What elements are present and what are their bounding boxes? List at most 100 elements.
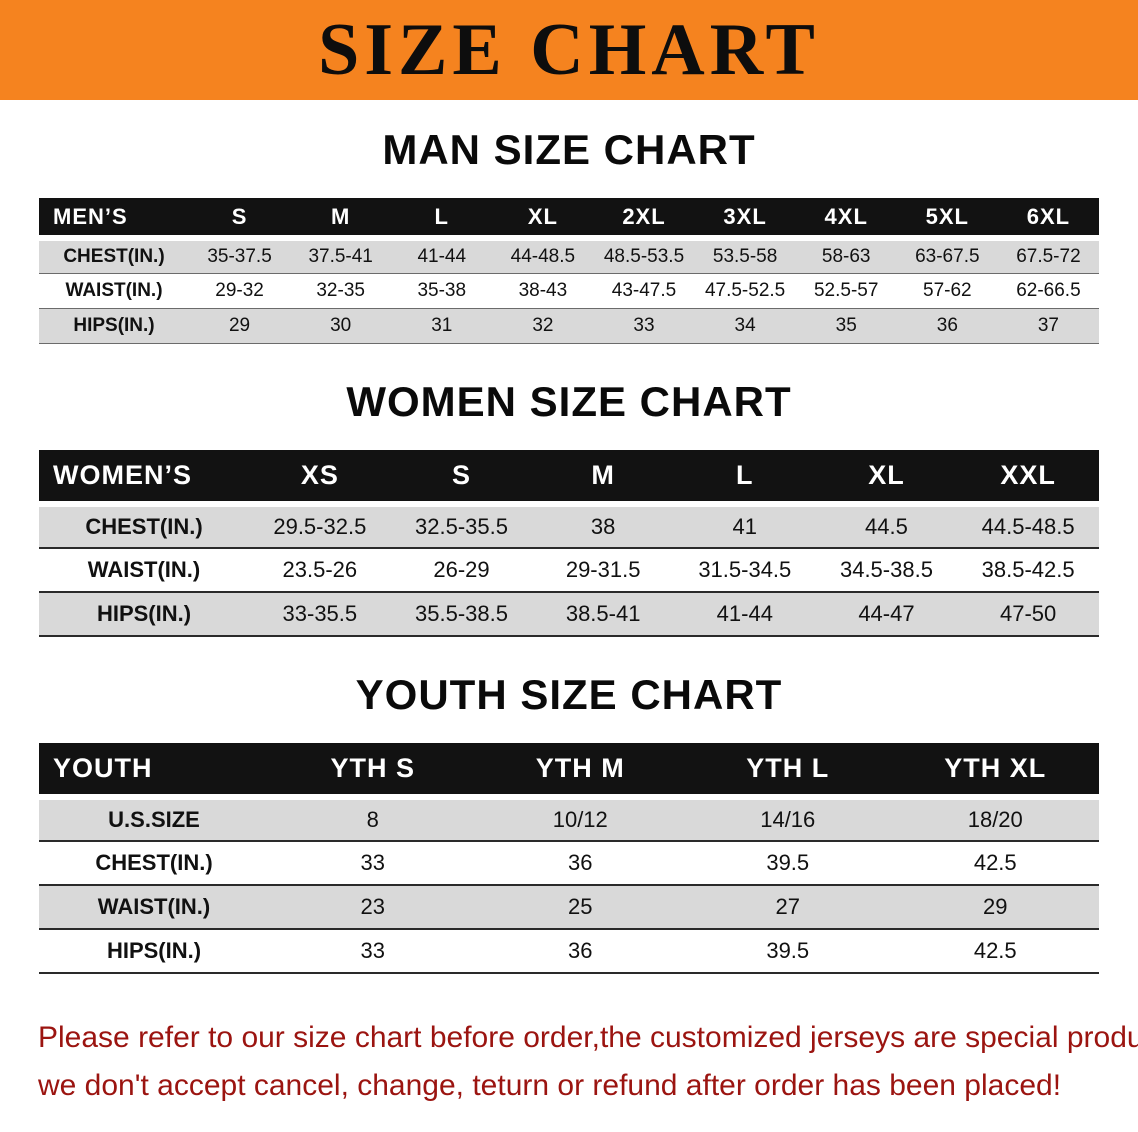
value-cell: 29 bbox=[891, 884, 1099, 930]
row-label-cell: HIPS(IN.) bbox=[39, 308, 189, 344]
size-chart-title: SIZE CHART bbox=[318, 9, 820, 91]
row-label-cell: CHEST(IN.) bbox=[39, 840, 269, 886]
value-cell: 35.5-38.5 bbox=[390, 591, 533, 637]
youth-table-header-row: YOUTH YTH S YTH M YTH L YTH XL bbox=[39, 742, 1099, 800]
men-size-table: MEN’S S M L XL 2XL 3XL 4XL 5XL 6XL CHEST(IN.) 35-37… bbox=[39, 198, 1099, 344]
value-cell: 23.5-26 bbox=[249, 547, 391, 593]
value-cell: 29.5-32.5 bbox=[249, 503, 391, 549]
value-cell: 34.5-38.5 bbox=[815, 547, 958, 593]
value-cell: 31 bbox=[391, 308, 493, 344]
women-size-header-cell: XL bbox=[815, 449, 958, 507]
men-table-row: CHEST(IN.) 35-37.5 37.5-41 41-44 44-48.5 48.5… bbox=[39, 238, 1099, 274]
men-size-section: MAN SIZE CHART MEN’S S M L XL 2XL 3XL 4XL 5XL 6XL C… bbox=[0, 126, 1138, 344]
value-cell: 32 bbox=[492, 308, 594, 344]
women-table-row: CHEST(IN.) 29.5-32.5 32.5-35.5 38 41 44.5 44.5… bbox=[39, 503, 1099, 549]
value-cell: 33 bbox=[269, 840, 477, 886]
value-cell: 67.5-72 bbox=[997, 238, 1099, 274]
men-size-header-cell: 2XL bbox=[593, 198, 695, 241]
value-cell: 44.5 bbox=[815, 503, 958, 549]
value-cell: 38.5-42.5 bbox=[957, 547, 1099, 593]
youth-size-header-cell: YTH XL bbox=[891, 742, 1099, 800]
women-section-heading: WOMEN SIZE CHART bbox=[346, 377, 792, 425]
value-cell: 32-35 bbox=[290, 273, 392, 309]
youth-table-row: WAIST(IN.) 23 25 27 29 bbox=[39, 884, 1099, 930]
value-cell: 39.5 bbox=[684, 840, 892, 886]
women-table-row: WAIST(IN.) 23.5-26 26-29 29-31.5 31.5-34.5 34… bbox=[39, 547, 1099, 593]
youth-section-heading: YOUTH SIZE CHART bbox=[355, 670, 783, 718]
men-size-header-cell: 4XL bbox=[795, 198, 897, 241]
value-cell: 33 bbox=[269, 928, 477, 974]
value-cell: 44.5-48.5 bbox=[957, 503, 1099, 549]
youth-size-header-cell: YTH M bbox=[476, 742, 684, 800]
youth-size-header-cell: YTH L bbox=[684, 742, 892, 800]
value-cell: 42.5 bbox=[891, 928, 1099, 974]
value-cell: 44-48.5 bbox=[492, 238, 594, 274]
women-table-header-row: WOMEN’S XS S M L XL XXL bbox=[39, 449, 1099, 507]
women-table-title-cell: WOMEN’S bbox=[39, 449, 249, 507]
men-size-header-cell: S bbox=[189, 198, 291, 241]
value-cell: 29-32 bbox=[189, 273, 291, 309]
value-cell: 41-44 bbox=[391, 238, 493, 274]
youth-table-row: U.S.SIZE 8 10/12 14/16 18/20 bbox=[39, 796, 1099, 842]
value-cell: 36 bbox=[476, 840, 684, 886]
value-cell: 43-47.5 bbox=[593, 273, 695, 309]
value-cell: 44-47 bbox=[815, 591, 958, 637]
youth-table-row: HIPS(IN.) 33 36 39.5 42.5 bbox=[39, 928, 1099, 974]
row-label-cell: HIPS(IN.) bbox=[39, 591, 249, 637]
value-cell: 30 bbox=[290, 308, 392, 344]
value-cell: 36 bbox=[896, 308, 998, 344]
value-cell: 37.5-41 bbox=[290, 238, 392, 274]
men-size-header-cell: M bbox=[290, 198, 392, 241]
notice-line-1: Please refer to our size chart before or… bbox=[38, 1020, 1138, 1054]
value-cell: 31.5-34.5 bbox=[673, 547, 816, 593]
value-cell: 10/12 bbox=[476, 796, 684, 842]
value-cell: 32.5-35.5 bbox=[390, 503, 533, 549]
women-size-header-cell: M bbox=[532, 449, 674, 507]
men-table-header-row: MEN’S S M L XL 2XL 3XL 4XL 5XL 6XL bbox=[39, 198, 1099, 241]
value-cell: 35-37.5 bbox=[189, 238, 291, 274]
men-size-header-cell: 5XL bbox=[896, 198, 998, 241]
men-size-header-cell: 6XL bbox=[997, 198, 1099, 241]
men-size-header-cell: 3XL bbox=[694, 198, 796, 241]
value-cell: 52.5-57 bbox=[795, 273, 897, 309]
value-cell: 8 bbox=[269, 796, 477, 842]
footer-notice: Please refer to our size chart before or… bbox=[0, 1008, 1138, 1130]
youth-table-row: CHEST(IN.) 33 36 39.5 42.5 bbox=[39, 840, 1099, 886]
value-cell: 33 bbox=[593, 308, 695, 344]
row-label-cell: U.S.SIZE bbox=[39, 796, 269, 842]
value-cell: 27 bbox=[684, 884, 892, 930]
value-cell: 58-63 bbox=[795, 238, 897, 274]
value-cell: 34 bbox=[694, 308, 796, 344]
value-cell: 18/20 bbox=[891, 796, 1099, 842]
youth-table-title-cell: YOUTH bbox=[39, 742, 269, 800]
notice-line-2: we don't accept cancel, change, teturn o… bbox=[38, 1068, 1062, 1102]
youth-size-header-cell: YTH S bbox=[269, 742, 477, 800]
value-cell: 36 bbox=[476, 928, 684, 974]
value-cell: 39.5 bbox=[684, 928, 892, 974]
women-size-header-cell: L bbox=[673, 449, 816, 507]
value-cell: 63-67.5 bbox=[896, 238, 998, 274]
value-cell: 47-50 bbox=[957, 591, 1099, 637]
value-cell: 53.5-58 bbox=[694, 238, 796, 274]
row-label-cell: WAIST(IN.) bbox=[39, 547, 249, 593]
value-cell: 26-29 bbox=[390, 547, 533, 593]
value-cell: 25 bbox=[476, 884, 684, 930]
value-cell: 41-44 bbox=[673, 591, 816, 637]
men-section-heading: MAN SIZE CHART bbox=[382, 126, 756, 173]
size-chart-banner: SIZE CHART bbox=[0, 0, 1138, 100]
value-cell: 57-62 bbox=[896, 273, 998, 309]
value-cell: 29 bbox=[189, 308, 291, 344]
value-cell: 38-43 bbox=[492, 273, 594, 309]
size-chart-sections: MAN SIZE CHART MEN’S S M L XL 2XL 3XL 4XL 5XL 6XL C… bbox=[0, 126, 1138, 974]
value-cell: 29-31.5 bbox=[532, 547, 674, 593]
row-label-cell: CHEST(IN.) bbox=[39, 503, 249, 549]
women-size-section: WOMEN SIZE CHART WOMEN’S XS S M L XL XXL CHEST(I… bbox=[0, 378, 1138, 637]
row-label-cell: CHEST(IN.) bbox=[39, 238, 189, 274]
youth-size-table: YOUTH YTH S YTH M YTH L YTH XL U.S.SIZE 8 10/12… bbox=[39, 742, 1099, 974]
value-cell: 38 bbox=[532, 503, 674, 549]
women-table-row: HIPS(IN.) 33-35.5 35.5-38.5 38.5-41 41-44 44-… bbox=[39, 591, 1099, 637]
men-table-title-cell: MEN’S bbox=[39, 198, 189, 241]
value-cell: 38.5-41 bbox=[532, 591, 674, 637]
women-size-header-cell: S bbox=[390, 449, 533, 507]
